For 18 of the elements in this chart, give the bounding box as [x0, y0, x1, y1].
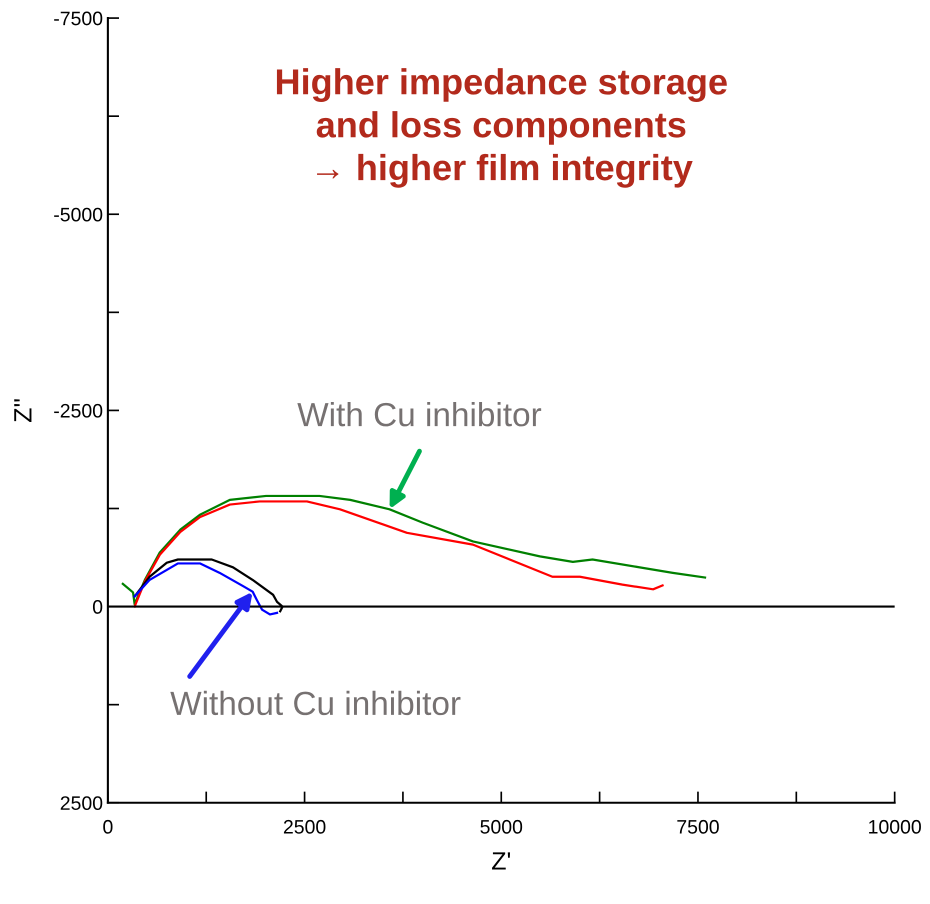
x-tick-label: 7500 [677, 820, 719, 834]
y-tick-label: 2500 [60, 796, 102, 810]
x-tick-label: 2500 [284, 820, 326, 834]
y-tick-label: -7500 [54, 12, 102, 26]
annotation: Higher impedance storage and loss components → higher film integrity [276, 68, 727, 188]
y-tick-label: -2500 [54, 404, 102, 418]
x-tick-label: 10000 [869, 820, 921, 834]
line-series [134, 500, 664, 608]
line-series [134, 562, 278, 616]
x-tick-label: 5000 [480, 820, 522, 834]
line-series [122, 494, 706, 606]
annotation: Without Cu inhibitor [170, 690, 460, 716]
x-tick-label: 0 [103, 820, 113, 834]
annotation: With Cu inhibitor [297, 402, 542, 426]
x-axis-title: Z' [492, 852, 510, 870]
y-axis-title: Z'' [14, 399, 32, 422]
y-tick-label: -5000 [54, 208, 102, 222]
y-tick-label: 0 [92, 600, 102, 614]
